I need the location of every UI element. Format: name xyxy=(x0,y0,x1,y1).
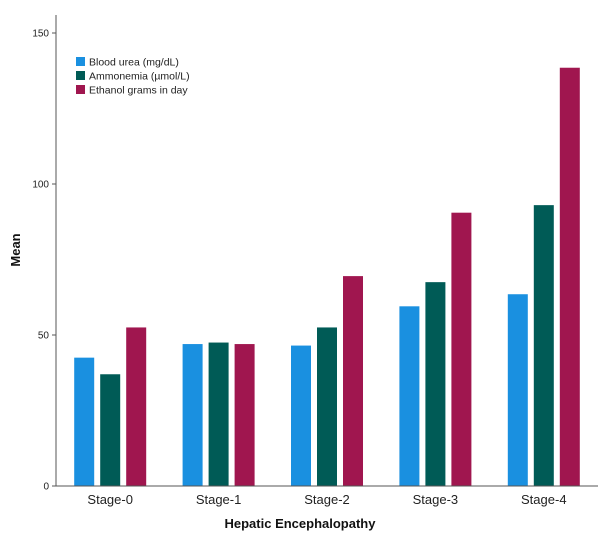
bar-stage-3-series-2 xyxy=(451,212,472,486)
bar-stage-4-series-0 xyxy=(507,294,528,486)
legend: Blood urea (mg/dL) Ammonemia (µmol/L) Etha… xyxy=(76,57,190,97)
bar-stage-3-series-0 xyxy=(399,306,420,486)
legend-swatch xyxy=(76,71,85,80)
x-tick-label: Stage-1 xyxy=(196,492,242,507)
bar-stage-0-series-1 xyxy=(100,374,121,486)
bar-stage-2-series-0 xyxy=(291,345,311,486)
y-tick-label: 100 xyxy=(32,180,49,191)
y-tick-labels: 0 50 100 150 xyxy=(32,29,56,493)
bar-stage-0-series-0 xyxy=(74,357,95,486)
legend-swatch xyxy=(76,85,85,94)
legend-label: Ammonemia (µmol/L) xyxy=(89,71,190,83)
y-tick-label: 0 xyxy=(43,482,49,493)
x-tick-label: Stage-3 xyxy=(413,492,459,507)
bar-stage-2-series-1 xyxy=(317,327,337,486)
y-tick-label: 50 xyxy=(38,331,50,342)
bar-stage-1-series-0 xyxy=(182,344,203,486)
x-tick-label: Stage-4 xyxy=(521,492,567,507)
bar-stage-0-series-2 xyxy=(126,327,147,486)
x-tick-label: Stage-0 xyxy=(87,492,133,507)
bar-stage-1-series-1 xyxy=(208,342,229,486)
bar-stage-4-series-2 xyxy=(559,67,580,486)
legend-swatch xyxy=(76,57,85,66)
bar-stage-4-series-1 xyxy=(533,205,554,486)
x-axis-title: Hepatic Encephalopathy xyxy=(225,516,377,531)
y-tick-label: 150 xyxy=(32,29,49,40)
x-tick-labels: Stage-0 Stage-1 Stage-2 Stage-3 Stage-4 xyxy=(87,492,566,507)
legend-label: Ethanol grams in day xyxy=(89,85,188,97)
bar-stage-2-series-2 xyxy=(343,276,363,486)
x-tick-label: Stage-2 xyxy=(304,492,350,507)
y-axis-title: Mean xyxy=(8,233,23,266)
bars-layer xyxy=(74,67,580,486)
legend-label: Blood urea (mg/dL) xyxy=(89,57,179,69)
bar-stage-1-series-2 xyxy=(234,344,255,486)
bar-stage-3-series-1 xyxy=(425,282,446,486)
